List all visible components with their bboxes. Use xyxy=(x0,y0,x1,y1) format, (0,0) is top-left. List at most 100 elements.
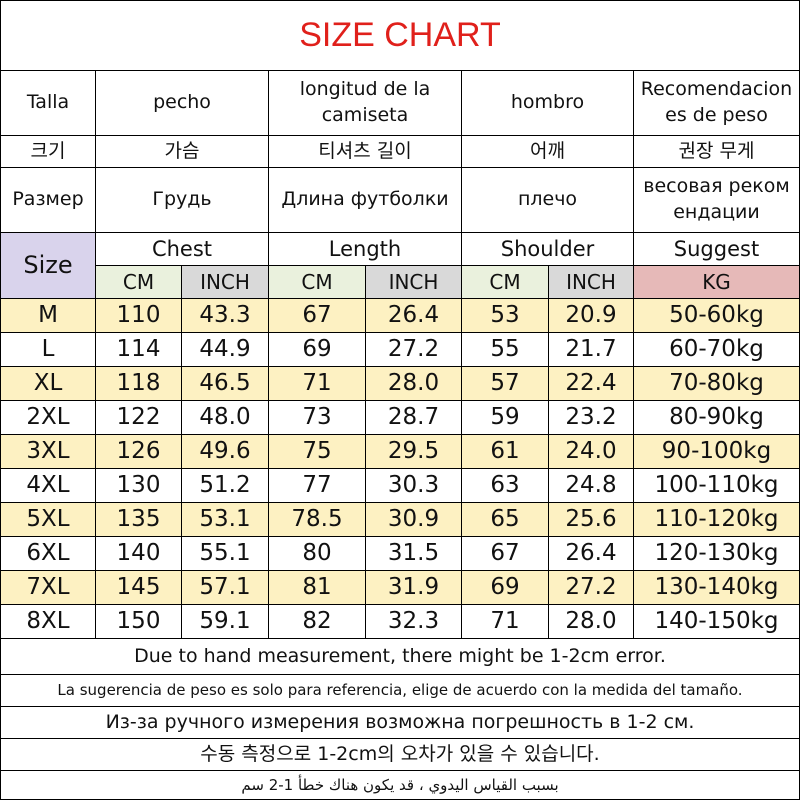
value-cell: 67 xyxy=(268,298,366,333)
value-cell: 49.6 xyxy=(181,434,269,469)
value-cell: 71 xyxy=(461,604,549,639)
note: Due to hand measurement, there might be … xyxy=(0,638,800,675)
unit-header: CM xyxy=(268,265,366,299)
value-cell: 26.4 xyxy=(548,536,634,571)
value-cell: 53.1 xyxy=(181,502,269,537)
value-cell: 69 xyxy=(461,570,549,605)
value-cell: 59 xyxy=(461,400,549,435)
size-cell: 5XL xyxy=(0,502,96,537)
value-cell: 140-150kg xyxy=(633,604,800,639)
value-cell: 78.5 xyxy=(268,502,366,537)
header-cell: hombro xyxy=(461,70,634,136)
value-cell: 114 xyxy=(95,332,182,367)
header-cell: longitud de la camiseta xyxy=(268,70,462,136)
value-cell: 63 xyxy=(461,468,549,503)
value-cell: 81 xyxy=(268,570,366,605)
size-cell: L xyxy=(0,332,96,367)
value-cell: 50-60kg xyxy=(633,298,800,333)
value-cell: 90-100kg xyxy=(633,434,800,469)
value-cell: 30.9 xyxy=(365,502,462,537)
value-cell: 126 xyxy=(95,434,182,469)
value-cell: 28.7 xyxy=(365,400,462,435)
unit-header: KG xyxy=(633,265,800,299)
value-cell: 30.3 xyxy=(365,468,462,503)
value-cell: 24.8 xyxy=(548,468,634,503)
value-cell: 80-90kg xyxy=(633,400,800,435)
header-cell: 크기 xyxy=(0,135,96,168)
value-cell: 140 xyxy=(95,536,182,571)
value-cell: 60-70kg xyxy=(633,332,800,367)
header-cell: Talla xyxy=(0,70,96,136)
value-cell: 82 xyxy=(268,604,366,639)
value-cell: 32.3 xyxy=(365,604,462,639)
value-cell: 55 xyxy=(461,332,549,367)
note: Из-за ручного измерения возможна погрешн… xyxy=(0,706,800,739)
value-cell: 150 xyxy=(95,604,182,639)
value-cell: 27.2 xyxy=(548,570,634,605)
group-header: Chest xyxy=(95,232,269,266)
header-cell: pecho xyxy=(95,70,269,136)
value-cell: 57 xyxy=(461,366,549,401)
size-cell: 7XL xyxy=(0,570,96,605)
value-cell: 53 xyxy=(461,298,549,333)
value-cell: 28.0 xyxy=(548,604,634,639)
unit-header: CM xyxy=(461,265,549,299)
value-cell: 71 xyxy=(268,366,366,401)
group-header: Suggest xyxy=(633,232,800,266)
unit-header: CM xyxy=(95,265,182,299)
note: La sugerencia de peso es solo para refer… xyxy=(0,674,800,707)
header-cell: 어깨 xyxy=(461,135,634,168)
size-cell: 3XL xyxy=(0,434,96,469)
value-cell: 31.5 xyxy=(365,536,462,571)
note: 수동 측정으로 1-2cm의 오차가 있을 수 있습니다. xyxy=(0,738,800,771)
header-cell: Размер xyxy=(0,167,96,233)
header-cell: весовая рекомендации xyxy=(633,167,800,233)
value-cell: 25.6 xyxy=(548,502,634,537)
value-cell: 80 xyxy=(268,536,366,571)
header-cell: 티셔츠 길이 xyxy=(268,135,462,168)
value-cell: 51.2 xyxy=(181,468,269,503)
title: SIZE CHART xyxy=(0,0,800,71)
value-cell: 29.5 xyxy=(365,434,462,469)
size-cell: M xyxy=(0,298,96,333)
value-cell: 21.7 xyxy=(548,332,634,367)
value-cell: 31.9 xyxy=(365,570,462,605)
value-cell: 43.3 xyxy=(181,298,269,333)
header-cell: 가슴 xyxy=(95,135,269,168)
header-cell: Recomendaciones de peso xyxy=(633,70,800,136)
value-cell: 44.9 xyxy=(181,332,269,367)
size-cell: 2XL xyxy=(0,400,96,435)
size-cell: 6XL xyxy=(0,536,96,571)
value-cell: 57.1 xyxy=(181,570,269,605)
value-cell: 110 xyxy=(95,298,182,333)
value-cell: 28.0 xyxy=(365,366,462,401)
value-cell: 110-120kg xyxy=(633,502,800,537)
value-cell: 77 xyxy=(268,468,366,503)
value-cell: 26.4 xyxy=(365,298,462,333)
group-header: Shoulder xyxy=(461,232,634,266)
value-cell: 59.1 xyxy=(181,604,269,639)
value-cell: 120-130kg xyxy=(633,536,800,571)
value-cell: 69 xyxy=(268,332,366,367)
value-cell: 27.2 xyxy=(365,332,462,367)
value-cell: 70-80kg xyxy=(633,366,800,401)
size-cell: 4XL xyxy=(0,468,96,503)
value-cell: 67 xyxy=(461,536,549,571)
value-cell: 73 xyxy=(268,400,366,435)
value-cell: 48.0 xyxy=(181,400,269,435)
value-cell: 24.0 xyxy=(548,434,634,469)
size-cell: 8XL xyxy=(0,604,96,639)
size-cell: XL xyxy=(0,366,96,401)
note: بسبب القياس اليدوي ، قد يكون هناك خطأ 1-… xyxy=(0,770,800,800)
header-cell: плечо xyxy=(461,167,634,233)
value-cell: 130-140kg xyxy=(633,570,800,605)
value-cell: 61 xyxy=(461,434,549,469)
size-header: Size xyxy=(0,232,96,299)
value-cell: 145 xyxy=(95,570,182,605)
value-cell: 55.1 xyxy=(181,536,269,571)
value-cell: 46.5 xyxy=(181,366,269,401)
value-cell: 20.9 xyxy=(548,298,634,333)
value-cell: 100-110kg xyxy=(633,468,800,503)
unit-header: INCH xyxy=(181,265,269,299)
